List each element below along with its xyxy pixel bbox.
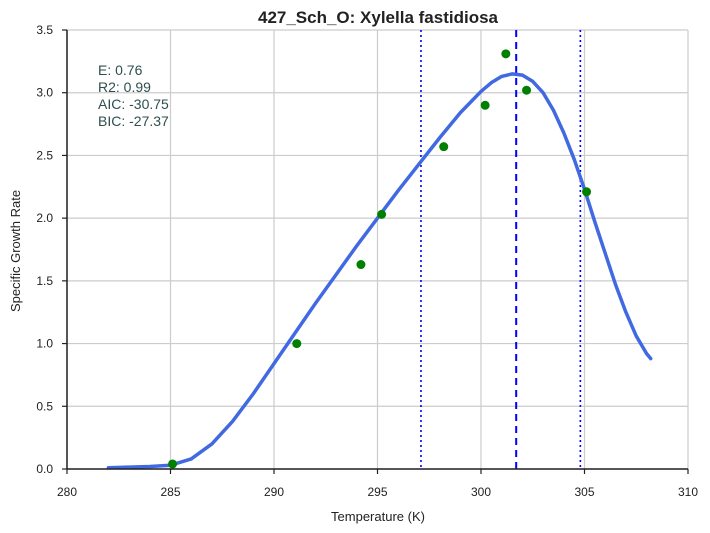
x-axis-label: Temperature (K) [331, 509, 425, 524]
stat-aic: AIC: -30.75 [98, 96, 169, 112]
data-points-layer [168, 49, 592, 469]
x-tick-label: 280 [57, 485, 77, 499]
stat-r2: R2: 0.99 [98, 79, 151, 95]
chart-title: 427_Sch_O: Xylella fastidiosa [258, 8, 499, 27]
y-tick-label: 2.5 [36, 148, 53, 162]
x-tick-label: 295 [367, 485, 387, 499]
data-point [501, 49, 511, 59]
x-tick-label: 290 [264, 485, 284, 499]
data-point [480, 100, 490, 110]
stat-e: E: 0.76 [98, 62, 143, 78]
x-tick-label: 285 [160, 485, 180, 499]
fit-curve-line [106, 72, 653, 470]
y-tick-label: 0.0 [36, 462, 53, 476]
y-tick-label: 3.0 [36, 86, 53, 100]
data-point [168, 459, 178, 469]
x-tick-label: 305 [574, 485, 594, 499]
x-tick-label: 310 [678, 485, 698, 499]
fit-statistics: E: 0.76 R2: 0.99 AIC: -30.75 BIC: -27.37 [98, 62, 169, 129]
stat-bic: BIC: -27.37 [98, 113, 169, 129]
data-point [582, 187, 592, 197]
fit-curve-layer [106, 72, 653, 470]
tick-labels-layer: 280 285 290 295 300 305 310 0.0 0.5 1.0 1.5 2.0 2.5 3… [36, 23, 698, 499]
x-tick-label: 300 [471, 485, 491, 499]
y-axis-label: Specific Growth Rate [8, 190, 23, 312]
data-point [292, 339, 302, 349]
data-point [377, 209, 387, 219]
data-point [356, 260, 366, 270]
y-tick-label: 1.5 [36, 274, 53, 288]
y-tick-label: 3.5 [36, 23, 53, 37]
vertical-lines-layer [420, 30, 582, 469]
y-tick-label: 2.0 [36, 211, 53, 225]
y-tick-label: 0.5 [36, 399, 53, 413]
axes-layer [62, 29, 689, 474]
y-tick-label: 1.0 [36, 337, 53, 351]
data-point [439, 142, 449, 152]
data-point [522, 85, 532, 95]
